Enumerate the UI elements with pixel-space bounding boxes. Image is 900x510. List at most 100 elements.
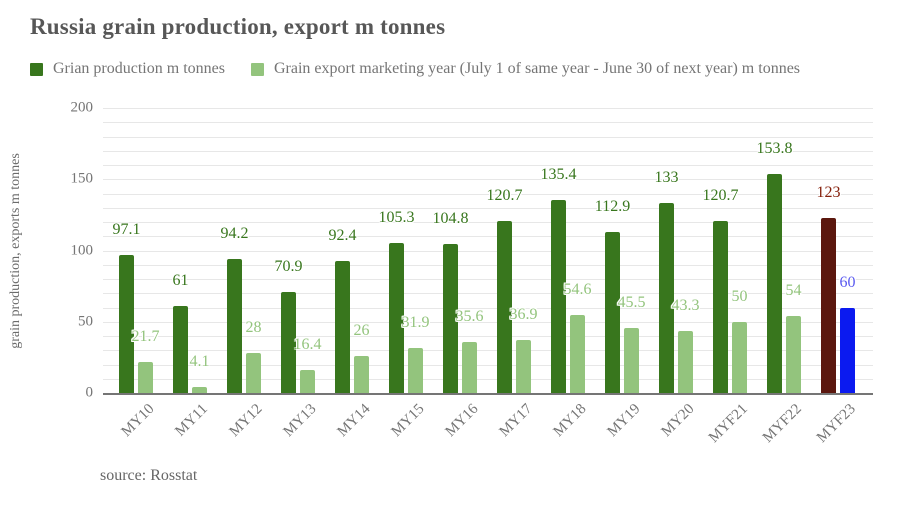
production-value-label: 135.4 <box>540 166 577 184</box>
export-bar <box>624 328 639 393</box>
x-category-label: MY16 <box>442 401 482 441</box>
gridline <box>103 179 873 181</box>
export-bar <box>840 307 855 393</box>
gridline <box>103 336 873 337</box>
export-value-label: 26 <box>353 321 370 339</box>
export-value-label: 21.7 <box>131 328 160 346</box>
category-group-my20: 133 43.3 <box>649 108 703 393</box>
gridline <box>103 293 873 295</box>
export-swatch-icon <box>250 62 264 76</box>
y-tick-label: 50 <box>78 313 93 330</box>
gridline <box>103 307 873 309</box>
gridline <box>103 108 873 109</box>
production-value-label: 61 <box>172 272 189 290</box>
legend-label-export: Grain export marketing year (July 1 of s… <box>273 60 801 77</box>
export-value-label: 31.9 <box>401 313 430 331</box>
production-bar <box>551 200 566 393</box>
production-bar <box>605 232 620 393</box>
export-bar <box>678 331 693 393</box>
x-category-label: MYF23 <box>814 401 860 446</box>
category-group-my18: 135.4 54.6 <box>541 108 595 393</box>
gridline <box>103 222 873 223</box>
x-category-label: MY17 <box>496 401 536 441</box>
production-bar <box>497 221 512 393</box>
category-group-myf21: 120.7 50 <box>703 108 757 393</box>
gridline <box>103 350 873 352</box>
production-bar <box>713 221 728 393</box>
x-category-label: MY12 <box>226 401 266 441</box>
export-bar <box>570 315 585 393</box>
category-group-myf22: 153.8 54 <box>757 108 811 393</box>
export-value-label: 50 <box>731 287 748 305</box>
y-tick-label: 0 <box>85 384 94 401</box>
legend-item-export: Grain export marketing year (July 1 of s… <box>250 60 801 78</box>
x-category-label: MY20 <box>658 401 698 441</box>
production-bar <box>659 203 674 393</box>
category-group-my15: 105.3 31.9 <box>379 108 433 393</box>
x-category-label: MY15 <box>388 401 428 441</box>
production-bar <box>173 306 188 393</box>
x-category-label: MYF22 <box>760 401 806 446</box>
export-bar <box>246 353 261 393</box>
gridline <box>103 279 873 280</box>
production-bar <box>389 242 404 393</box>
export-value-label: 60 <box>839 273 856 291</box>
gridline <box>103 207 873 209</box>
x-category-label: MY13 <box>280 401 320 441</box>
production-swatch-icon <box>30 62 43 76</box>
production-value-label: 112.9 <box>594 198 631 216</box>
bars-layer: 97.1 21.7 61 4.1 94.2 28 70.9 16.4 92.4 26 105.3 31… <box>103 108 873 393</box>
export-value-label: 54.6 <box>563 281 592 299</box>
production-value-label: 97.1 <box>112 220 141 238</box>
production-value-label: 92.4 <box>328 227 357 245</box>
export-value-label: 36.9 <box>509 306 538 324</box>
chart-title: Russia grain production, export m tonnes <box>30 14 446 39</box>
production-value-label: 105.3 <box>378 208 415 226</box>
production-bar <box>335 261 350 393</box>
y-tick-label: 100 <box>70 242 94 258</box>
production-bar <box>119 254 134 393</box>
export-value-label: 45.5 <box>617 294 646 312</box>
production-bar <box>443 243 458 393</box>
x-category-label: MY14 <box>334 401 374 441</box>
production-bar <box>227 258 242 393</box>
category-group-my10: 97.1 21.7 <box>109 108 163 393</box>
gridline <box>103 378 873 380</box>
category-group-my19: 112.9 45.5 <box>595 108 649 393</box>
export-value-label: 28 <box>245 319 262 337</box>
x-category-label: MY19 <box>604 401 644 441</box>
production-value-label: 70.9 <box>274 257 303 275</box>
category-group-my12: 94.2 28 <box>217 108 271 393</box>
gridline <box>103 150 873 152</box>
gridline <box>103 122 873 124</box>
export-bar <box>786 316 801 393</box>
export-bar <box>192 387 207 393</box>
legend: Grian production m tonnes Grain export m… <box>30 60 800 78</box>
x-category-label: MY10 <box>118 401 158 441</box>
export-bar <box>732 321 747 393</box>
gridline <box>103 250 873 252</box>
gridline <box>103 165 873 166</box>
y-tick-label: 150 <box>70 170 94 187</box>
production-value-label: 123 <box>816 183 841 201</box>
production-bar <box>767 173 782 393</box>
export-bar <box>138 362 153 393</box>
production-value-label: 120.7 <box>486 187 523 205</box>
source-note: source: Rosstat <box>100 467 198 484</box>
legend-label-production: Grian production m tonnes <box>53 60 225 77</box>
export-bar <box>354 355 369 393</box>
production-bar <box>281 291 296 393</box>
export-value-label: 16.4 <box>293 335 322 353</box>
export-bar <box>462 342 477 393</box>
x-category-label: MY11 <box>172 401 212 440</box>
export-value-label: 35.6 <box>455 308 484 326</box>
export-bar <box>300 369 315 393</box>
legend-item-production: Grian production m tonnes <box>30 60 225 78</box>
export-bar <box>408 347 423 393</box>
gridline <box>103 136 873 138</box>
gridline <box>103 236 873 238</box>
category-group-myf23: 123 60 <box>811 108 865 393</box>
category-group-my14: 92.4 26 <box>325 108 379 393</box>
export-value-label: 54 <box>785 282 802 300</box>
y-axis-tick-labels: 0 50 100 150 200 <box>0 100 94 401</box>
